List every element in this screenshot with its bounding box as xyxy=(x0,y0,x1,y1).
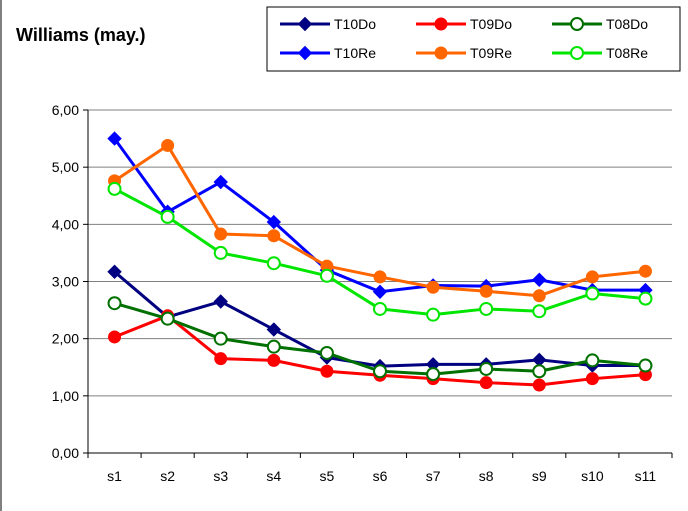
data-point xyxy=(585,286,600,301)
data-point xyxy=(532,272,547,287)
data-point xyxy=(532,289,546,303)
data-point xyxy=(373,270,387,284)
x-tick-label: s5 xyxy=(320,468,335,484)
data-point xyxy=(320,364,334,378)
data-point xyxy=(213,245,228,260)
data-point xyxy=(373,301,387,316)
data-point xyxy=(319,268,334,283)
y-tick-label: 6,00 xyxy=(52,102,79,118)
y-tick-label: 4,00 xyxy=(52,216,79,232)
data-point xyxy=(107,131,122,146)
data-point xyxy=(479,284,493,298)
series-t09re xyxy=(108,138,652,303)
data-point xyxy=(266,322,282,337)
x-tick-label: s3 xyxy=(213,468,228,484)
data-point xyxy=(532,364,547,379)
legend-item-t09do: T09Do xyxy=(416,16,512,32)
data-point xyxy=(319,345,334,360)
data-point xyxy=(585,270,599,284)
x-tick-label: s9 xyxy=(532,468,547,484)
data-point xyxy=(585,353,600,368)
data-point xyxy=(585,372,599,386)
legend-label: T09Do xyxy=(470,16,512,32)
data-point xyxy=(213,294,228,309)
data-point xyxy=(107,181,122,196)
data-point xyxy=(214,227,228,241)
data-point xyxy=(161,138,175,152)
legend-marker xyxy=(570,46,584,60)
legend-item-t10re: T10Re xyxy=(280,45,376,61)
data-point xyxy=(160,209,175,224)
legend-marker xyxy=(570,17,584,31)
legend-item-t09re: T09Re xyxy=(416,45,512,61)
legend-marker xyxy=(434,46,448,60)
data-point xyxy=(426,280,440,294)
legend-marker xyxy=(297,45,313,61)
chart-title: Williams (may.) xyxy=(16,25,146,45)
data-point xyxy=(373,364,387,379)
legend-label: T10Re xyxy=(334,45,376,61)
data-point xyxy=(372,284,388,299)
data-point xyxy=(107,264,122,279)
data-point xyxy=(266,339,281,354)
data-point xyxy=(266,214,282,230)
data-point xyxy=(426,307,441,322)
legend-item-t10do: T10Do xyxy=(280,16,376,32)
data-point xyxy=(479,361,494,376)
legend-marker xyxy=(434,17,448,31)
x-tick-label: s2 xyxy=(160,468,175,484)
x-tick-label: s10 xyxy=(581,468,604,484)
data-point xyxy=(108,330,122,344)
data-point xyxy=(267,353,281,367)
data-point xyxy=(638,291,653,306)
data-point xyxy=(160,311,175,326)
legend-label: T09Re xyxy=(470,45,512,61)
data-point xyxy=(266,256,281,271)
data-point xyxy=(638,264,652,278)
data-point xyxy=(426,367,441,382)
x-tick-label: s8 xyxy=(479,468,494,484)
legend-marker xyxy=(297,16,313,32)
data-point xyxy=(532,378,546,392)
x-tick-label: s1 xyxy=(107,468,122,484)
legend-label: T10Do xyxy=(334,16,376,32)
data-point xyxy=(107,296,122,311)
legend-item-t08re: T08Re xyxy=(552,45,648,61)
data-point xyxy=(532,304,547,319)
y-tick-label: 5,00 xyxy=(52,159,79,175)
series-t08re xyxy=(107,181,653,322)
data-point xyxy=(267,229,281,243)
legend-label: T08Re xyxy=(606,45,648,61)
plot-area: 0,00 1,00 2,00 3,00 4,00 5,00 6,00 s1 s2 s3 s4 s5 s6… xyxy=(52,102,673,484)
legend-item-t08do: T08Do xyxy=(552,16,648,32)
x-tick-label: s6 xyxy=(373,468,388,484)
data-point xyxy=(479,301,494,316)
legend: T10Do T09Do T08Do T10Re T09Re T08Re xyxy=(266,6,681,72)
y-tick-label: 3,00 xyxy=(52,274,79,290)
legend-box xyxy=(266,6,681,72)
y-tick-label: 1,00 xyxy=(52,388,79,404)
data-point xyxy=(638,358,653,373)
series-t08do xyxy=(107,296,653,382)
x-tick-label: s4 xyxy=(266,468,281,484)
y-tick-label: 0,00 xyxy=(52,445,79,461)
data-point xyxy=(214,352,228,366)
y-tick-label: 2,00 xyxy=(52,331,79,347)
x-tick-label: s11 xyxy=(635,468,657,484)
data-point xyxy=(213,174,228,190)
data-point xyxy=(213,331,228,346)
legend-label: T08Do xyxy=(606,16,648,32)
x-tick-label: s7 xyxy=(426,468,441,484)
data-point xyxy=(479,376,493,390)
